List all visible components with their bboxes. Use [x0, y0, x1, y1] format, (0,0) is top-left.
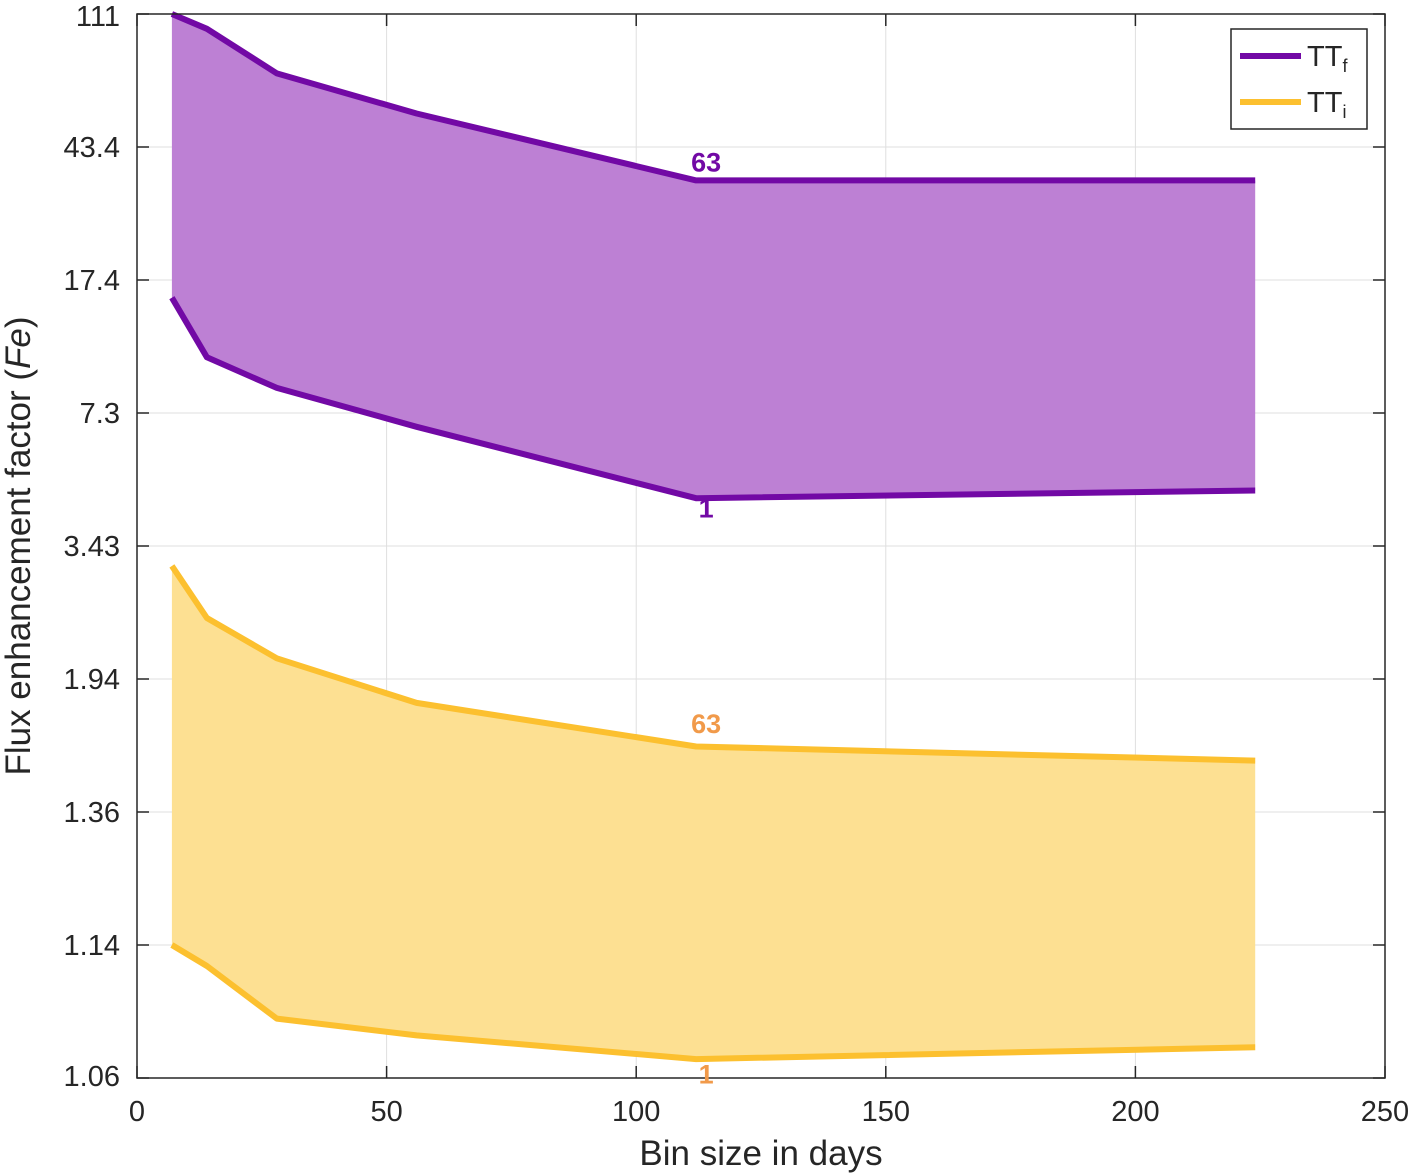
x-tick-label: 250	[1361, 1096, 1409, 1128]
series-i-area	[171, 565, 1256, 1060]
series-areas	[171, 14, 1256, 1060]
series-lines	[169, 11, 1256, 1063]
annotations: 63 1 63 1	[691, 148, 721, 1090]
x-tick-labels: 0 50 100 150 200 250	[129, 1096, 1409, 1128]
legend-label-main: TT	[1307, 87, 1343, 119]
annotation-label: 63	[691, 148, 721, 178]
y-tick-label: 17.4	[64, 265, 120, 297]
x-tick-label: 0	[129, 1096, 145, 1128]
y-tick-label: 7.3	[80, 398, 120, 430]
x-tick-label: 100	[612, 1096, 660, 1128]
legend-label-subscript: f	[1342, 56, 1348, 76]
legend-label: TTf	[1307, 41, 1348, 76]
x-tick-label: 150	[862, 1096, 910, 1128]
x-axis-label: Bin size in days	[639, 1134, 882, 1173]
series-f-lower-line	[169, 296, 1256, 502]
legend-box	[1230, 28, 1368, 130]
y-tick-label: 111	[76, 1, 120, 33]
annotation-label: 63	[691, 709, 721, 739]
y-axis-label-main: Flux enhancement factor (	[0, 369, 38, 776]
y-axis-label-italic: Fe	[0, 328, 38, 369]
y-tick-label: 1.36	[64, 797, 120, 829]
y-axis-label-close: )	[0, 316, 38, 328]
legend-label: TTi	[1307, 87, 1346, 122]
x-tick-label: 200	[1111, 1096, 1159, 1128]
legend-label-main: TT	[1307, 41, 1343, 73]
y-tick-labels: 1.06 1.14 1.36 1.94 3.43 7.3 17.4 43.4 111	[64, 1, 120, 1093]
y-tick-label: 1.06	[64, 1061, 120, 1093]
y-tick-label: 1.14	[64, 930, 120, 962]
series-f-area	[171, 14, 1256, 499]
y-tick-label: 43.4	[64, 132, 120, 164]
legend-label-subscript: i	[1342, 102, 1346, 122]
series-i-upper-line	[169, 564, 1256, 764]
annotation-label: 1	[699, 1060, 714, 1090]
x-tick-label: 50	[370, 1096, 402, 1128]
series-i-lower-line	[170, 942, 1256, 1063]
y-tick-label: 3.43	[64, 531, 120, 563]
axis-ticks	[136, 13, 1386, 1079]
y-axis-label: Flux enhancement factor (Fe)	[0, 316, 38, 775]
y-tick-label: 1.94	[64, 664, 120, 696]
annotation-label: 1	[699, 493, 714, 523]
series-f-upper-line	[170, 11, 1256, 184]
